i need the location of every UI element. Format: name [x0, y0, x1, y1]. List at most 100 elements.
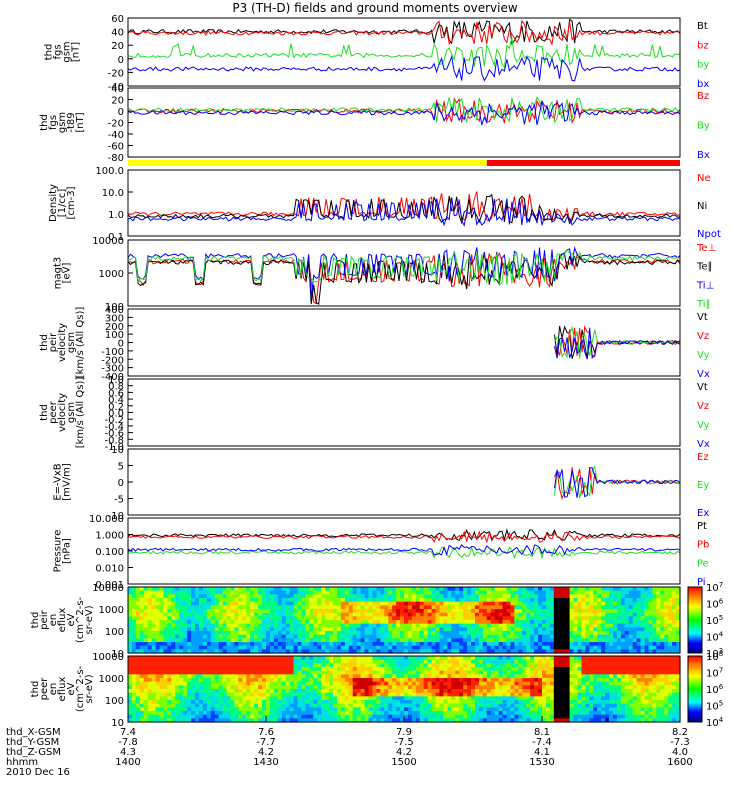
panel-9: thdpeerenefluxeV(cm^2-s-sr-eV) — [30, 655, 703, 723]
series-line-Pt — [127, 528, 681, 542]
y-tick-label: -0.6 — [104, 429, 124, 440]
panel-4: thdpeirvelocitygsm[km/s (All Qs)] — [39, 307, 681, 379]
y-tick-label: -20 — [108, 119, 124, 130]
legend-Te⊥: Te⊥ — [696, 243, 716, 254]
colorbar-label: 107 — [706, 581, 723, 594]
legend-Vy: Vy — [697, 420, 710, 431]
legend-Te∥: Te∥ — [696, 262, 713, 273]
y-tick-label: 0 — [118, 478, 124, 489]
series-line-Bt — [127, 18, 681, 46]
y-tick-label: 10 — [111, 445, 124, 456]
xaxis-value-x: 7.6 — [258, 727, 274, 738]
legend-Bz: Bz — [697, 91, 709, 102]
y-tick-label: 1.0 — [108, 375, 124, 386]
panel-8: thdpeirenefluxeV(cm^2-s-sr-eV) — [30, 586, 703, 654]
panel-frame — [127, 239, 681, 307]
series-line-Te∥ — [127, 253, 681, 306]
legend-Ti⊥: Ti⊥ — [696, 280, 714, 291]
legend-Vy: Vy — [697, 350, 710, 361]
series-line-Ti⊥ — [127, 246, 681, 298]
y-tick-label: 100 — [105, 330, 124, 341]
xaxis-value-y: -7.3 — [670, 737, 690, 748]
legend-Ti∥: Ti∥ — [696, 299, 711, 310]
y-tick-label: 10000 — [92, 583, 124, 594]
y-tick-label: 20 — [111, 96, 124, 107]
panel-frame — [127, 378, 681, 447]
series-line-Pb — [127, 530, 681, 544]
mode-bar-yellow — [128, 160, 487, 166]
colorbar — [687, 655, 703, 723]
xaxis-value-t: 1600 — [667, 757, 693, 768]
y-tick-label: -0.4 — [104, 422, 124, 433]
y-tick-label: -1.0 — [104, 442, 124, 453]
y-tick-label: -60 — [108, 142, 124, 153]
y-tick-label: 1000 — [99, 674, 124, 685]
legend-Ez: Ez — [697, 452, 709, 463]
y-tick-label: 10 — [111, 649, 124, 660]
y-tick-label: -40 — [108, 130, 124, 141]
legend-Vz: Vz — [697, 331, 709, 342]
colorbar-label: 103 — [706, 647, 723, 660]
mode-bar-red — [486, 160, 680, 166]
y-tick-label: 0.010 — [95, 564, 124, 575]
xaxis-row-label-x: thd_X-GSM — [6, 727, 61, 738]
legend-Ni: Ni — [697, 201, 707, 212]
series-line-Pi — [127, 543, 681, 556]
y-tick-label: 0.8 — [108, 382, 124, 393]
colorbar — [687, 586, 703, 654]
y-tick-label: 300 — [105, 313, 124, 324]
series-line-Vy — [554, 325, 681, 359]
y-tick-label: 0.4 — [108, 395, 124, 406]
xaxis-value-z: 4.0 — [672, 747, 688, 758]
y-tick-label: 40 — [111, 84, 124, 95]
xaxis-value-x: 7.4 — [120, 727, 136, 738]
legend-Pt: Pt — [697, 521, 707, 532]
panel-7: Pressure[nPa] — [53, 517, 681, 585]
panel-frame — [127, 448, 681, 516]
y-tick-label: 5 — [118, 462, 124, 473]
panel-ylabel: thdpeirenefluxeV(cm^2-s-sr-eV) — [30, 596, 95, 643]
y-tick-label: 0.100 — [95, 547, 124, 558]
date-label: 2010 Dec 16 — [6, 767, 70, 778]
legend-Pb: Pb — [697, 540, 709, 551]
y-tick-label: -100 — [101, 347, 124, 358]
series-line-Bx — [127, 100, 681, 126]
y-tick-label: 20 — [111, 41, 124, 52]
y-tick-label: 1.0 — [108, 210, 124, 221]
panel-ylabel: thdpeirvelocitygsm[km/s (All Qs)] — [39, 307, 86, 379]
colorbar-label: 106 — [706, 598, 724, 611]
panel-ylabel: thdpeervelocitygsm[km/s (All Qs)] — [39, 377, 86, 449]
y-tick-label: -20 — [108, 68, 124, 79]
series-line-Ex — [554, 467, 681, 498]
legend-Npot: Npot — [697, 229, 721, 240]
y-tick-label: 10 — [111, 718, 124, 729]
legend-Vt: Vt — [697, 312, 708, 323]
xaxis-row-label-y: thd_Y-GSM — [6, 737, 60, 748]
panel-frame — [127, 586, 681, 654]
legend-By: By — [697, 121, 710, 132]
y-tick-label: 40 — [111, 28, 124, 39]
y-tick-label: -200 — [101, 355, 124, 366]
y-tick-label: 1.000 — [95, 531, 124, 542]
panel-ylabel: thdpeerenefluxeV(cm^2-s-sr-eV) — [30, 665, 95, 712]
colorbar-label: 106 — [706, 683, 724, 696]
series-line-Ti∥ — [127, 249, 681, 286]
series-line-bx — [127, 55, 681, 82]
xaxis-value-y: -7.7 — [256, 737, 276, 748]
series-line-bz — [127, 19, 681, 47]
legend-Vz: Vz — [697, 401, 709, 412]
y-tick-label: -400 — [101, 372, 124, 383]
legend-Ex: Ex — [697, 508, 709, 519]
xaxis-value-x: 8.1 — [534, 727, 550, 738]
series-line-Npot — [127, 197, 681, 227]
y-tick-label: 100 — [105, 302, 124, 313]
y-tick-label: 100.0 — [95, 166, 124, 177]
panel-5: thdpeervelocitygsm[km/s (All Qs)] — [39, 377, 681, 449]
legend-Ne: Ne — [697, 173, 711, 184]
y-tick-label: 0.001 — [95, 580, 124, 591]
xaxis-value-z: 4.1 — [534, 747, 550, 758]
xaxis-value-t: 1500 — [391, 757, 417, 768]
legend-Pi: Pi — [697, 577, 706, 588]
panel-6: E=-VxB[mV/m] — [53, 448, 681, 516]
